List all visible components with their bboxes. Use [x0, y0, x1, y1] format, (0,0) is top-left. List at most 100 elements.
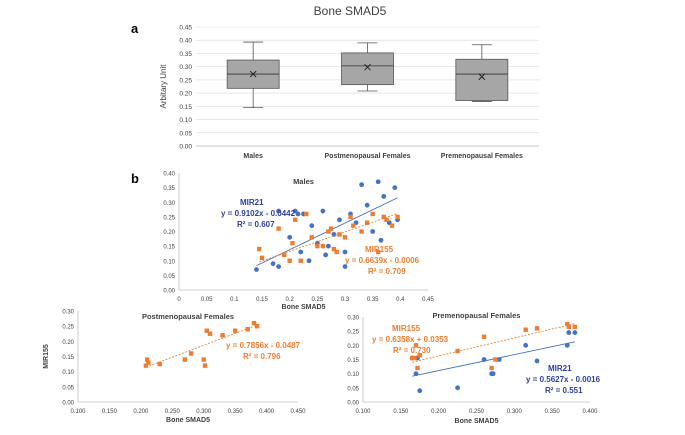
males-mir21-equation: y = 0.9102x - 0.0442 — [221, 209, 296, 218]
x-tick-label: 0.350 — [228, 409, 244, 415]
x-tick-label: 0.150 — [393, 409, 409, 415]
y-tick-label: 0.30 — [163, 201, 175, 207]
y-tick-label: 0.00 — [179, 144, 192, 151]
premeno-mir155-equation: y = 0.6358x + 0.0353 — [372, 335, 449, 344]
box-mean-marker — [478, 73, 486, 81]
point-mir155 — [376, 249, 381, 255]
point-mir155 — [220, 333, 225, 338]
x-tick-label: 0.1 — [230, 297, 239, 303]
point-mir155 — [381, 214, 386, 220]
point-mir21 — [298, 249, 304, 255]
y-tick-label: 0.00 — [347, 401, 359, 407]
point-mir155 — [251, 320, 257, 326]
point-mir21 — [413, 371, 419, 377]
point-mir155 — [207, 331, 213, 336]
point-mir155 — [326, 229, 331, 234]
y-tick-label: 0.10 — [62, 370, 74, 376]
y-tick-label: 0.15 — [62, 355, 74, 361]
point-mir155 — [290, 241, 295, 246]
point-mir155 — [287, 258, 292, 263]
y-tick-label: 0.20 — [62, 340, 74, 346]
males-mir155-label: MIR155 — [365, 245, 394, 254]
x-axis-label: Bone SMAD5 — [282, 304, 326, 311]
trendline-mir155 — [145, 324, 258, 368]
box-iqr-3 — [455, 58, 509, 101]
y-tick-label: 0.40 — [163, 172, 175, 178]
x-tick-label: 0.150 — [102, 409, 118, 415]
x-tick-label: 0.4 — [396, 297, 405, 303]
point-mir21 — [392, 185, 398, 191]
x-tick-label: 0.100 — [355, 409, 371, 415]
point-mir155 — [370, 211, 375, 217]
males-mir155-r2: R² = 0.709 — [368, 267, 406, 276]
y-tick-label: 0.20 — [179, 91, 192, 98]
x-tick-label: 0.05 — [201, 297, 213, 303]
point-mir21 — [287, 234, 293, 240]
x-tick-label: 0.45 — [422, 297, 434, 303]
point-mir21 — [481, 357, 487, 362]
point-mir155 — [201, 357, 206, 362]
point-mir155 — [254, 323, 260, 329]
y-tick-label: 0.15 — [163, 245, 175, 251]
x-axis-label: Bone SMAD5 — [455, 418, 499, 425]
point-mir21 — [370, 229, 376, 234]
chart-title: Premenopausal Females — [433, 311, 521, 320]
x-tick-label: 0.400 — [582, 409, 598, 415]
point-mir155 — [320, 243, 326, 249]
y-tick-label: 0.30 — [347, 316, 359, 322]
y-tick-label: 0.30 — [179, 64, 192, 71]
y-tick-label: 0.05 — [347, 386, 359, 392]
premeno-mir21-r2: R² = 0.551 — [545, 386, 583, 395]
point-mir155 — [304, 211, 309, 217]
males-mir21-r2: R² = 0.607 — [237, 220, 275, 229]
y-tick-label: 0.00 — [62, 401, 74, 407]
point-mir21 — [359, 182, 364, 188]
point-mir155 — [328, 226, 334, 231]
point-mir155 — [334, 249, 339, 255]
y-tick-label: 0.35 — [163, 186, 175, 192]
box-mean-marker — [249, 70, 257, 78]
x-tick-label: 0.3 — [341, 297, 350, 303]
x-tick-label: 0.2 — [285, 297, 294, 303]
point-mir155 — [534, 326, 540, 331]
point-mir21 — [331, 232, 337, 237]
premeno-mir155-label: MIR155 — [392, 324, 421, 333]
y-tick-label: 0.25 — [179, 77, 192, 84]
point-mir155 — [415, 365, 420, 371]
point-mir21 — [375, 179, 381, 185]
point-mir155 — [565, 321, 570, 327]
y-tick-label: 0.20 — [163, 230, 175, 236]
premeno-annotations: MIR155 y = 0.6358x + 0.0353 R² = 0.730 M… — [372, 324, 601, 395]
point-mir21 — [572, 330, 578, 335]
point-mir21 — [566, 330, 572, 335]
premeno-mir21-equation: y = 0.5627x - 0.0016 — [526, 375, 601, 384]
point-mir155 — [182, 357, 188, 362]
x-category-label: Postmenopausal Females — [325, 153, 411, 160]
point-mir155 — [493, 357, 498, 362]
point-mir155 — [281, 252, 287, 258]
trendline-mir155 — [259, 213, 398, 263]
point-mir21 — [309, 223, 315, 229]
point-mir21 — [378, 237, 384, 243]
point-mir155 — [395, 214, 400, 220]
point-mir155 — [245, 327, 250, 332]
point-mir155 — [342, 235, 348, 240]
postmeno-mir155-equation: y = 0.7856x - 0.0487 — [226, 341, 301, 350]
point-mir155 — [204, 328, 210, 333]
point-mir155 — [417, 353, 422, 358]
y-tick-label: 0.05 — [62, 385, 74, 391]
point-mir21 — [534, 358, 540, 364]
x-category-label: Premenopausal Females — [441, 153, 523, 160]
point-mir155 — [572, 324, 578, 330]
point-mir155 — [389, 223, 395, 228]
point-mir155 — [412, 355, 417, 361]
point-mir155 — [257, 246, 262, 252]
point-mir21 — [276, 264, 281, 269]
x-category-label: Males — [243, 153, 263, 160]
point-mir21 — [295, 211, 301, 217]
y-tick-label: 0.45 — [179, 25, 192, 32]
panel-label-a: a — [131, 21, 139, 36]
point-mir155 — [337, 232, 342, 237]
postmenopausal-scatter-chart: 0.00 0.05 0.10 0.15 0.20 0.25 0.30 0.100 0.150 0.… — [43, 310, 306, 425]
point-mir155 — [315, 243, 320, 249]
